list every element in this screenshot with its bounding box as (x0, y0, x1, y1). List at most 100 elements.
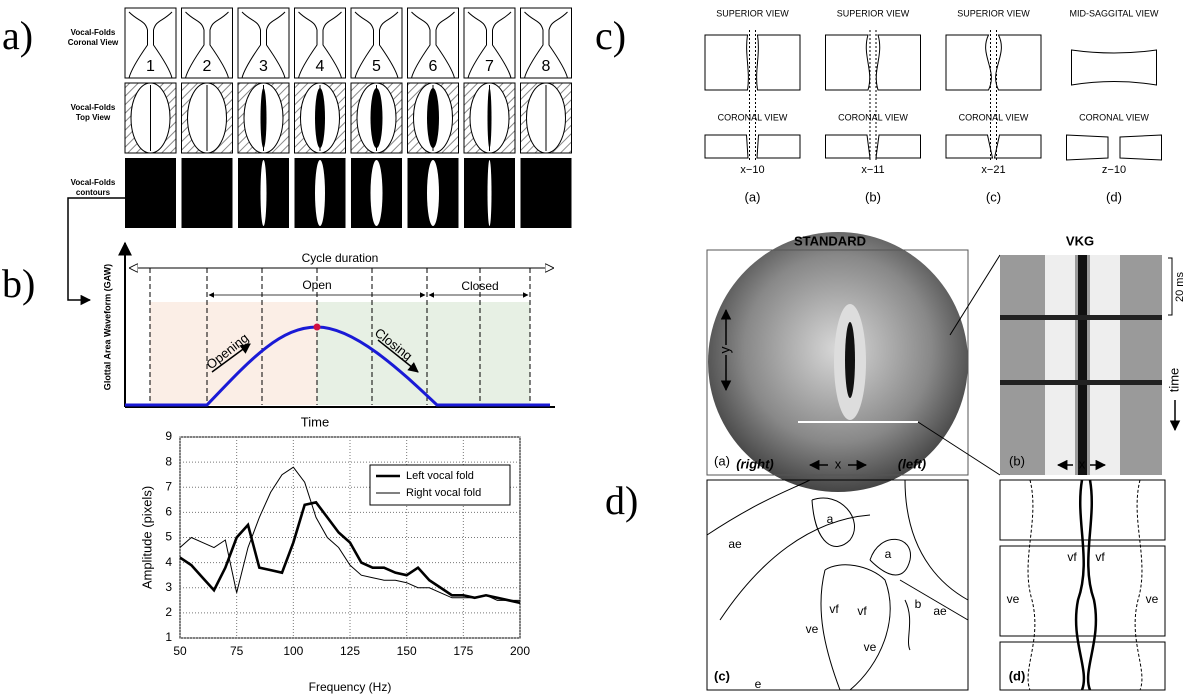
x-tick-label: 200 (510, 644, 530, 658)
opening-arrow (211, 343, 251, 373)
zoom-line (917, 421, 1001, 476)
panel-d-label: vf (829, 602, 839, 616)
row-label: Coronal View (68, 38, 119, 47)
panel-d-label: vf (857, 604, 867, 618)
coronal-folds (128, 11, 173, 79)
view-code: x−10 (740, 164, 764, 176)
panel-d-label: VKG (1066, 233, 1094, 248)
panel-d-label: ve (806, 622, 819, 636)
panel-d-label: (b) (1009, 453, 1025, 468)
phase-number: 5 (372, 58, 381, 75)
photo-frame (706, 249, 969, 476)
view-code: x−21 (981, 164, 1005, 176)
view-letter: (c) (986, 189, 1001, 204)
contour-box (125, 158, 176, 228)
view-code: x−11 (861, 164, 884, 176)
y-tick-label: 9 (165, 429, 172, 443)
row-label: Vocal-Folds (71, 28, 116, 37)
view-label: CORONAL VIEW (1079, 112, 1149, 122)
superior-fold (945, 34, 1042, 91)
view-label: MID-SAGGITAL VIEW (1069, 8, 1159, 18)
x-tick-label: 150 (397, 644, 417, 658)
panel-d-label: STANDARD (794, 233, 866, 248)
panel-d-label: vf (1067, 550, 1077, 564)
view-code: z−10 (1102, 164, 1126, 176)
view-label: CORONAL VIEW (718, 112, 788, 122)
x-tick-label: 175 (453, 644, 473, 658)
vkg-bands (1045, 255, 1120, 475)
panel-d-label: ae (728, 537, 742, 551)
coronal-folds (185, 11, 229, 79)
panel-d-label: (d) (1009, 668, 1026, 683)
glottis (845, 322, 855, 398)
contour-gap (487, 160, 492, 226)
coronal-fold (945, 134, 1042, 159)
view-label: SUPERIOR VIEW (716, 8, 789, 18)
sketch-d-frames (999, 479, 1166, 691)
y-tick-label: 2 (165, 605, 172, 619)
closing-arrow (377, 339, 419, 373)
legend-label: Left vocal fold (406, 470, 474, 482)
peak-dot (313, 323, 321, 331)
vkg-gap (1078, 255, 1087, 475)
panel-d-label: 20 ms (1174, 272, 1186, 302)
view-label: SUPERIOR VIEW (837, 8, 910, 18)
x-tick-label: 75 (230, 644, 244, 658)
zoom-line (949, 254, 1001, 336)
panel-label: a) (2, 13, 33, 58)
gaw-label: Time (301, 414, 329, 429)
panel-d-label: time (1166, 368, 1181, 393)
sagittal-fold (1071, 49, 1157, 86)
coronal-fold (825, 134, 921, 159)
panel-d-label: x (835, 456, 842, 471)
contour-gap (315, 160, 325, 226)
y-tick-label: 4 (165, 555, 172, 569)
closing-shade (317, 302, 530, 405)
x-axis-label: Frequency (Hz) (309, 680, 392, 694)
gaw-label: Open (302, 278, 331, 292)
sketch-c-frame (706, 479, 969, 691)
contour-gap (370, 160, 383, 226)
view-label: SUPERIOR VIEW (957, 8, 1030, 18)
y-tick-label: 7 (165, 479, 172, 493)
row-label: Vocal-Folds (71, 178, 116, 187)
opening-shade (150, 302, 317, 405)
panel-d-label: (right) (736, 456, 774, 471)
view-letter: (b) (865, 189, 881, 204)
contour-box (181, 158, 233, 228)
x-tick-label: 100 (283, 644, 303, 658)
panel-d-label: vf (1095, 550, 1105, 564)
view-label: CORONAL VIEW (959, 112, 1029, 122)
series-line (179, 500, 521, 605)
coronal-folds (467, 11, 512, 79)
x-tick-label: 125 (340, 644, 360, 658)
panel-d-label: b (915, 597, 922, 611)
superior-fold (704, 34, 801, 91)
view-letter: (a) (745, 189, 761, 204)
y-tick-label: 1 (165, 630, 172, 644)
phase-number: 1 (146, 58, 155, 75)
y-tick-label: 5 (165, 530, 172, 544)
superior-fold (825, 34, 921, 91)
vkg-separators (1000, 315, 1162, 385)
coronal-folds (411, 11, 455, 79)
panel-label: d) (605, 478, 638, 523)
legend (369, 464, 511, 506)
phase-number: 8 (542, 58, 551, 75)
panel-label: c) (595, 13, 626, 58)
coronal-fold (1066, 134, 1162, 161)
panel-d-label: x (1079, 456, 1086, 471)
phase-number: 6 (429, 58, 438, 75)
row-label: Vocal-Folds (71, 103, 116, 112)
legend-label: Right vocal fold (406, 487, 481, 499)
y-tick-label: 6 (165, 505, 172, 519)
panel-d-label: ve (864, 640, 877, 654)
row-label: Top View (76, 113, 111, 122)
panel-d-label: y (717, 347, 733, 354)
phase-number: 3 (259, 58, 268, 75)
ms-bracket (1168, 257, 1173, 316)
panel-d-label: ae (933, 604, 947, 618)
panel-d-label: e (755, 677, 762, 691)
view-label: CORONAL VIEW (838, 112, 908, 122)
